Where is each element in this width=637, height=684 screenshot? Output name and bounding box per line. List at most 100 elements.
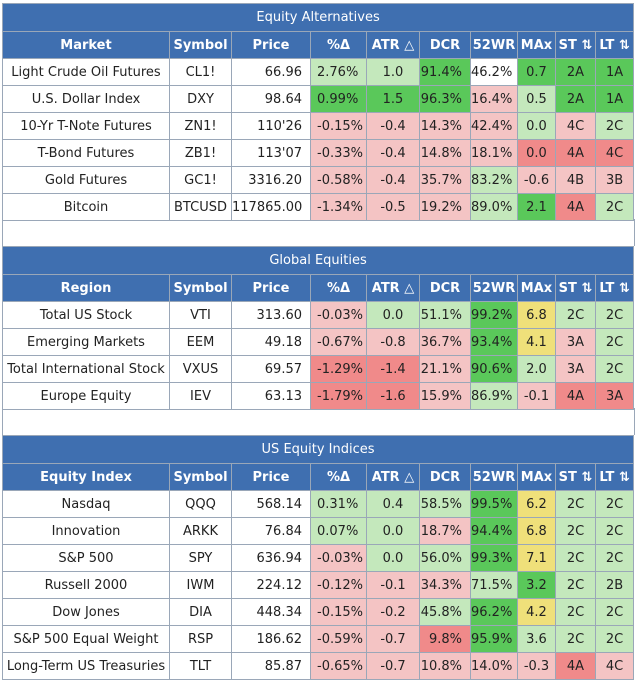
price-cell: 66.96: [231, 58, 311, 86]
col-header-st[interactable]: ST ⇅: [555, 31, 596, 59]
section-title: Global Equities: [1, 246, 635, 275]
lt-cell: 2C: [594, 301, 635, 329]
st-cell: 2C: [555, 517, 596, 545]
max-cell: 7.1: [517, 544, 556, 572]
symbol-cell: EEM: [169, 328, 232, 356]
max-cell: 3.6: [517, 625, 556, 653]
table-row[interactable]: Total US Stock VTI 313.60 -0.03% 0.0 51.1% 99.…: [2, 301, 635, 329]
atr-cell: -0.5: [366, 193, 420, 221]
table-row[interactable]: Russell 2000 IWM 224.12 -0.12% -0.1 34.3% 71.5…: [2, 571, 635, 599]
symbol-cell: SPY: [169, 544, 232, 572]
col-header-st[interactable]: ST ⇅: [555, 274, 596, 302]
dcr-cell: 35.7%: [419, 166, 471, 194]
st-cell: 2C: [555, 598, 596, 626]
pct-change-cell: -0.15%: [310, 112, 367, 140]
col-header-max[interactable]: MAx: [517, 463, 556, 491]
table-row[interactable]: Dow Jones DIA 448.34 -0.15% -0.2 45.8% 96.2% 4.…: [2, 598, 635, 626]
name-cell: S&P 500 Equal Weight: [2, 625, 170, 653]
table-row[interactable]: Nasdaq QQQ 568.14 0.31% 0.4 58.5% 99.5% 6.2 2C 2C: [2, 490, 635, 518]
price-cell: 636.94: [231, 544, 311, 572]
symbol-cell: RSP: [169, 625, 232, 653]
lt-cell: 2C: [594, 598, 635, 626]
col-header-symbol[interactable]: Symbol: [169, 274, 232, 302]
dcr-cell: 36.7%: [419, 328, 471, 356]
col-header-first[interactable]: Market: [2, 31, 170, 59]
table-row[interactable]: Europe Equity IEV 63.13 -1.79% -1.6 15.9% 86.9…: [2, 382, 635, 410]
table-row[interactable]: Total International Stock VXUS 69.57 -1.29%…: [2, 355, 635, 383]
pct-change-cell: 0.07%: [310, 517, 367, 545]
col-header-atr[interactable]: ATR △: [366, 274, 420, 302]
col-header-dcr[interactable]: DCR: [419, 31, 471, 59]
col-header-pct-change[interactable]: %Δ: [310, 463, 367, 491]
name-cell: U.S. Dollar Index: [2, 85, 170, 113]
header-row: Region Symbol Price %Δ ATR △ DCR 52WR MA…: [2, 274, 635, 302]
atr-cell: -0.2: [366, 598, 420, 626]
max-cell: 0.5: [517, 85, 556, 113]
col-header-symbol[interactable]: Symbol: [169, 463, 232, 491]
lt-cell: 4C: [594, 652, 635, 680]
col-header-pct-change[interactable]: %Δ: [310, 31, 367, 59]
col-header-price[interactable]: Price: [231, 274, 311, 302]
symbol-cell: VXUS: [169, 355, 232, 383]
col-header-first[interactable]: Equity Index: [2, 463, 170, 491]
col-header-price[interactable]: Price: [231, 31, 311, 59]
st-cell: 2C: [555, 301, 596, 329]
pct-change-cell: -0.33%: [310, 139, 367, 167]
col-header-lt[interactable]: LT ⇅: [594, 463, 635, 491]
col-header-lt[interactable]: LT ⇅: [594, 31, 635, 59]
col-header-price[interactable]: Price: [231, 463, 311, 491]
table-row[interactable]: U.S. Dollar Index DXY 98.64 0.99% 1.5 96.3% 16…: [2, 85, 635, 113]
atr-cell: -0.1: [366, 571, 420, 599]
name-cell: Total US Stock: [2, 301, 170, 329]
atr-cell: -0.4: [366, 139, 420, 167]
table-row[interactable]: Light Crude Oil Futures CL1! 66.96 2.76% 1.0…: [2, 58, 635, 86]
table-row[interactable]: S&P 500 Equal Weight RSP 186.62 -0.59% -0.7 9…: [2, 625, 635, 653]
symbol-cell: ZB1!: [169, 139, 232, 167]
pct-change-cell: -0.59%: [310, 625, 367, 653]
52wr-cell: 96.2%: [470, 598, 518, 626]
symbol-cell: IWM: [169, 571, 232, 599]
section-title: US Equity Indices: [1, 435, 635, 464]
table-row[interactable]: Long-Term US Treasuries TLT 85.87 -0.65% -0.…: [2, 652, 635, 680]
dcr-cell: 15.9%: [419, 382, 471, 410]
pct-change-cell: 0.99%: [310, 85, 367, 113]
table-row[interactable]: S&P 500 SPY 636.94 -0.03% 0.0 56.0% 99.3% 7.1 2C…: [2, 544, 635, 572]
price-cell: 69.57: [231, 355, 311, 383]
col-header-dcr[interactable]: DCR: [419, 463, 471, 491]
table-row[interactable]: Gold Futures GC1! 3316.20 -0.58% -0.4 35.7% 83…: [2, 166, 635, 194]
st-cell: 4A: [555, 652, 596, 680]
table-row[interactable]: T-Bond Futures ZB1! 113'07 -0.33% -0.4 14.8% 1…: [2, 139, 635, 167]
table-row[interactable]: Bitcoin BTCUSD 117865.00 -1.34% -0.5 19.2% 89.…: [2, 193, 635, 221]
col-header-52wr[interactable]: 52WR: [470, 274, 518, 302]
col-header-pct-change[interactable]: %Δ: [310, 274, 367, 302]
max-cell: 4.1: [517, 328, 556, 356]
col-header-st[interactable]: ST ⇅: [555, 463, 596, 491]
name-cell: Nasdaq: [2, 490, 170, 518]
col-header-52wr[interactable]: 52WR: [470, 31, 518, 59]
header-row: Market Symbol Price %Δ ATR △ DCR 52WR MA…: [2, 31, 635, 59]
pct-change-cell: -1.79%: [310, 382, 367, 410]
atr-cell: 0.0: [366, 544, 420, 572]
dcr-cell: 18.7%: [419, 517, 471, 545]
dcr-cell: 14.3%: [419, 112, 471, 140]
dcr-cell: 9.8%: [419, 625, 471, 653]
table-row[interactable]: Emerging Markets EEM 49.18 -0.67% -0.8 36.7% 9…: [2, 328, 635, 356]
col-header-atr[interactable]: ATR △: [366, 463, 420, 491]
pct-change-cell: -1.34%: [310, 193, 367, 221]
symbol-cell: ARKK: [169, 517, 232, 545]
col-header-first[interactable]: Region: [2, 274, 170, 302]
spacer: [2, 219, 635, 246]
col-header-atr[interactable]: ATR △: [366, 31, 420, 59]
col-header-max[interactable]: MAx: [517, 274, 556, 302]
col-header-52wr[interactable]: 52WR: [470, 463, 518, 491]
col-header-symbol[interactable]: Symbol: [169, 31, 232, 59]
pct-change-cell: -0.03%: [310, 301, 367, 329]
col-header-dcr[interactable]: DCR: [419, 274, 471, 302]
max-cell: -0.3: [517, 652, 556, 680]
table-row[interactable]: Innovation ARKK 76.84 0.07% 0.0 18.7% 94.4% 6.8…: [2, 517, 635, 545]
table-row[interactable]: 10-Yr T-Note Futures ZN1! 110'26 -0.15% -0.4…: [2, 112, 635, 140]
col-header-max[interactable]: MAx: [517, 31, 556, 59]
col-header-lt[interactable]: LT ⇅: [594, 274, 635, 302]
max-cell: 6.2: [517, 490, 556, 518]
52wr-cell: 99.5%: [470, 490, 518, 518]
